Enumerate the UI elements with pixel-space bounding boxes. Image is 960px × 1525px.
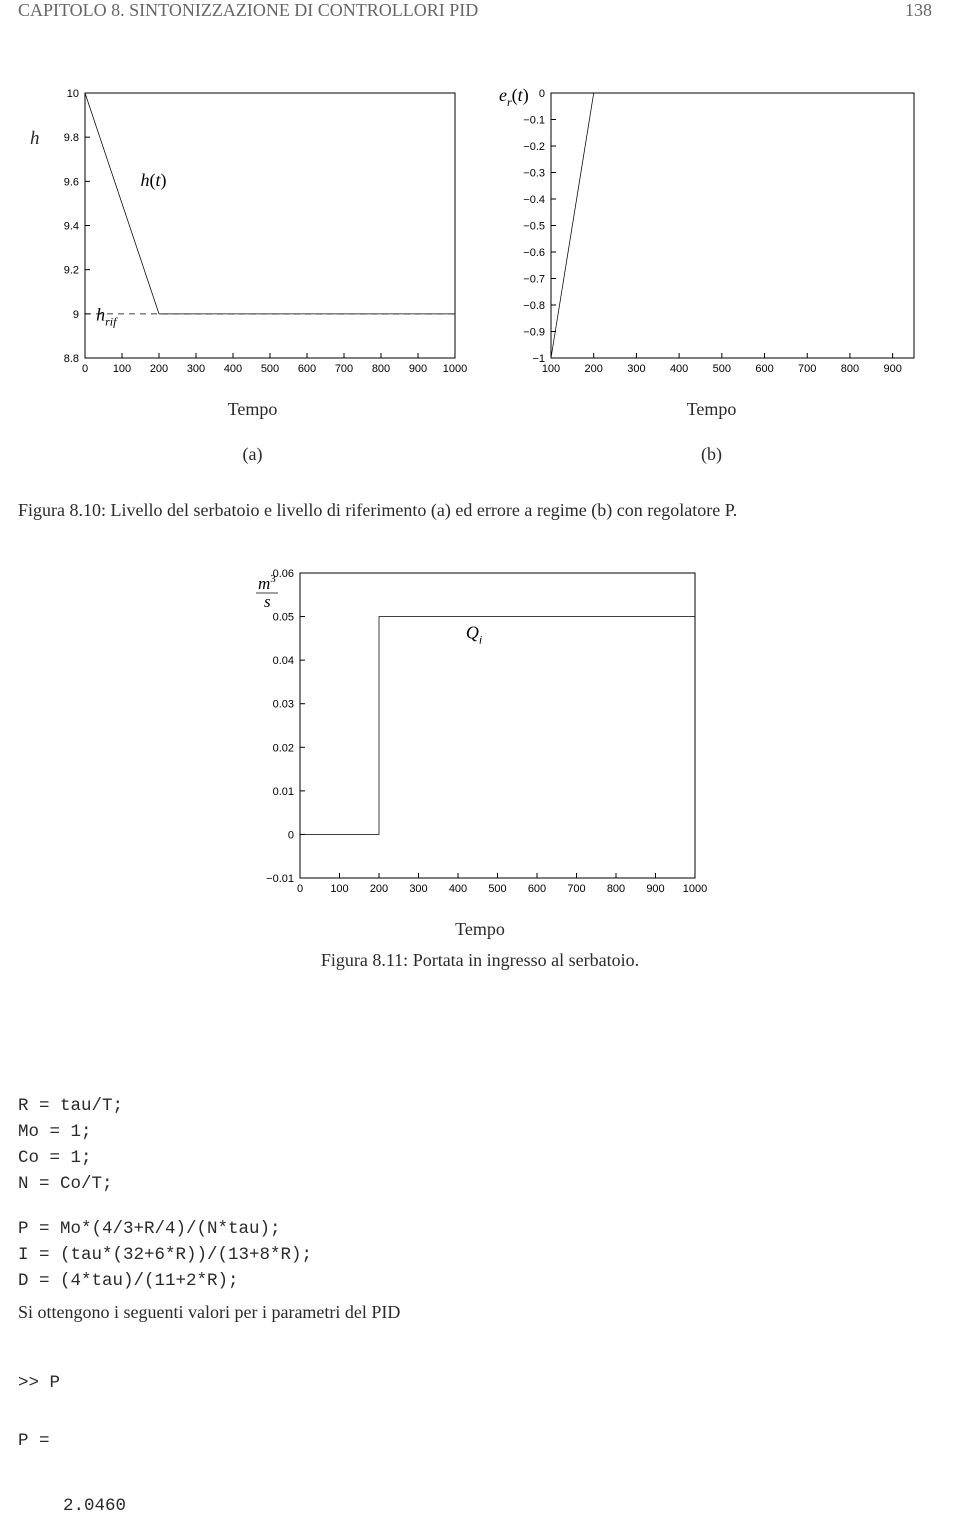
svg-text:600: 600 (298, 363, 316, 375)
svg-text:500: 500 (713, 363, 731, 375)
svg-text:600: 600 (755, 363, 773, 375)
svg-text:−0.2: −0.2 (523, 141, 545, 153)
svg-text:300: 300 (409, 883, 427, 895)
page-number: 138 (905, 0, 932, 21)
svg-text:8.8: 8.8 (64, 353, 79, 365)
figure-caption-811: Figura 8.11: Portata in ingresso al serb… (0, 950, 960, 971)
svg-text:er(t): er(t) (499, 88, 529, 109)
svg-text:s: s (264, 592, 271, 611)
svg-text:−0.7: −0.7 (523, 274, 545, 286)
code-block-4: P = (18, 1428, 50, 1454)
svg-text:100: 100 (113, 363, 131, 375)
svg-text:300: 300 (627, 363, 645, 375)
svg-text:0.05: 0.05 (273, 612, 294, 624)
svg-text:800: 800 (372, 363, 390, 375)
svg-text:Qi: Qi (466, 622, 482, 646)
svg-text:900: 900 (646, 883, 664, 895)
code-block-3: >> P (18, 1370, 60, 1396)
svg-text:1000: 1000 (443, 363, 467, 375)
svg-text:−0.8: −0.8 (523, 300, 545, 312)
svg-text:600: 600 (528, 883, 546, 895)
chart-a-subtitle: (a) (30, 444, 475, 465)
svg-text:200: 200 (370, 883, 388, 895)
svg-text:0: 0 (82, 363, 88, 375)
svg-text:9.8: 9.8 (64, 132, 79, 144)
code-block-2: P = Mo*(4/3+R/4)/(N*tau); I = (tau*(32+6… (18, 1216, 312, 1295)
code-block-5: 2.0460 (63, 1493, 126, 1519)
svg-text:10: 10 (67, 88, 79, 100)
figure-caption-810: Figura 8.10: Livello del serbatoio e liv… (18, 500, 942, 522)
chart-c-xtitle: Tempo (240, 919, 720, 940)
svg-text:−0.1: −0.1 (523, 115, 545, 127)
svg-text:−0.9: −0.9 (523, 327, 545, 339)
svg-text:0.06: 0.06 (273, 568, 294, 580)
svg-text:hrif: hrif (96, 304, 118, 328)
svg-text:700: 700 (335, 363, 353, 375)
svg-text:700: 700 (567, 883, 585, 895)
svg-text:500: 500 (488, 883, 506, 895)
svg-text:300: 300 (187, 363, 205, 375)
svg-text:h(t): h(t) (141, 170, 167, 191)
chart-b-xtitle: Tempo (489, 399, 934, 420)
svg-text:−0.3: −0.3 (523, 168, 545, 180)
chart-b-subtitle: (b) (489, 444, 934, 465)
svg-text:200: 200 (585, 363, 603, 375)
chart-a-xtitle: Tempo (30, 399, 475, 420)
svg-text:9.4: 9.4 (64, 221, 79, 233)
svg-text:9: 9 (73, 309, 79, 321)
svg-text:500: 500 (261, 363, 279, 375)
svg-text:800: 800 (607, 883, 625, 895)
chapter-title: CAPITOLO 8. SINTONIZZAZIONE DI CONTROLLO… (18, 0, 478, 21)
svg-text:400: 400 (224, 363, 242, 375)
svg-text:900: 900 (883, 363, 901, 375)
text-pid-params: Si ottengono i seguenti valori per i par… (18, 1302, 400, 1323)
svg-text:9.2: 9.2 (64, 265, 79, 277)
svg-text:m3: m3 (258, 573, 276, 593)
svg-text:9.6: 9.6 (64, 176, 79, 188)
chart-c: 01002003004005006007008009001000−0.0100.… (240, 568, 720, 908)
svg-text:0.04: 0.04 (273, 655, 294, 667)
code-block-1: R = tau/T; Mo = 1; Co = 1; N = Co/T; (18, 1093, 123, 1198)
svg-text:400: 400 (670, 363, 688, 375)
svg-text:−1: −1 (532, 353, 545, 365)
svg-text:700: 700 (798, 363, 816, 375)
svg-text:0: 0 (539, 88, 545, 100)
svg-text:0.03: 0.03 (273, 699, 294, 711)
chart-a-ylabel: h (30, 128, 40, 150)
svg-text:1000: 1000 (683, 883, 707, 895)
svg-text:900: 900 (409, 363, 427, 375)
svg-text:200: 200 (150, 363, 168, 375)
svg-text:100: 100 (330, 883, 348, 895)
svg-text:0: 0 (288, 829, 294, 841)
svg-text:−0.4: −0.4 (523, 194, 545, 206)
svg-text:0.02: 0.02 (273, 742, 294, 754)
svg-text:−0.01: −0.01 (266, 873, 294, 885)
chart-b: 100200300400500600700800900−1−0.9−0.8−0.… (489, 88, 934, 388)
svg-text:400: 400 (449, 883, 467, 895)
svg-text:−0.6: −0.6 (523, 247, 545, 259)
svg-text:0.01: 0.01 (273, 786, 294, 798)
svg-text:800: 800 (841, 363, 859, 375)
svg-text:0: 0 (297, 883, 303, 895)
svg-text:−0.5: −0.5 (523, 221, 545, 233)
chart-a: 0 100 200 300 400 500 600 700 800 900 1000 8.8 9 9.2 9… (30, 88, 475, 388)
